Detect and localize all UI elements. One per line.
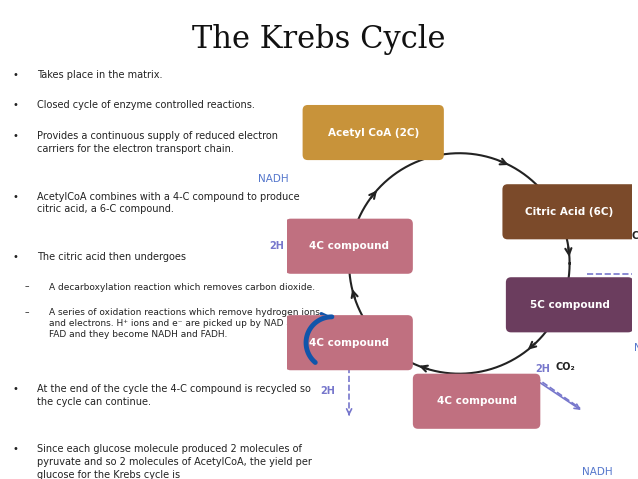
Text: NADH: NADH [582,467,612,477]
Text: •: • [12,445,18,455]
Text: CO₂: CO₂ [556,362,575,372]
Text: 4C compound: 4C compound [436,396,517,406]
Text: 4C compound: 4C compound [309,338,389,348]
Text: Since each glucose molecule produced 2 molecules of
pyruvate and so 2 molecules : Since each glucose molecule produced 2 m… [37,445,311,479]
FancyBboxPatch shape [285,315,413,370]
Text: •: • [12,70,18,80]
Text: ATP: ATP [290,355,309,365]
Text: The citric acid then undergoes: The citric acid then undergoes [37,252,186,262]
Text: Closed cycle of enzyme controlled reactions.: Closed cycle of enzyme controlled reacti… [37,101,255,111]
Text: Acetyl CoA (2C): Acetyl CoA (2C) [327,127,419,137]
Text: 5C compound: 5C compound [530,300,609,310]
Text: •: • [12,131,18,141]
FancyBboxPatch shape [302,105,444,160]
Text: AcetylCoA combines with a 4-C compound to produce
citric acid, a 6-C compound.: AcetylCoA combines with a 4-C compound t… [37,192,299,214]
Text: CO₂: CO₂ [632,231,638,241]
Text: 4C compound: 4C compound [309,241,389,251]
Text: A decarboxylation reaction which removes carbon dioxide.: A decarboxylation reaction which removes… [49,283,315,292]
Text: The Krebs Cycle: The Krebs Cycle [192,24,446,55]
Text: 2H: 2H [535,364,550,374]
Text: Provides a continuous supply of reduced electron
carriers for the electron trans: Provides a continuous supply of reduced … [37,131,278,154]
Text: NADH: NADH [634,342,638,353]
Text: ADP: ADP [290,320,312,331]
Text: NADH: NADH [258,174,288,184]
Text: •: • [12,192,18,202]
Text: •: • [12,384,18,394]
Text: •: • [12,252,18,262]
Text: 2H: 2H [269,241,284,251]
Text: –: – [24,283,29,292]
FancyBboxPatch shape [506,277,634,332]
FancyBboxPatch shape [502,184,637,240]
Text: A series of oxidation reactions which remove hydrogen ions
and electrons. H⁺ ion: A series of oxidation reactions which re… [49,308,320,339]
FancyBboxPatch shape [285,218,413,274]
Text: Citric Acid (6C): Citric Acid (6C) [526,207,614,217]
Text: Takes place in the matrix.: Takes place in the matrix. [37,70,162,80]
Text: 2H: 2H [320,386,336,396]
Text: •: • [12,101,18,111]
FancyBboxPatch shape [413,374,540,429]
Text: –: – [24,308,29,317]
Text: At the end of the cycle the 4-C compound is recycled so
the cycle can continue.: At the end of the cycle the 4-C compound… [37,384,311,407]
